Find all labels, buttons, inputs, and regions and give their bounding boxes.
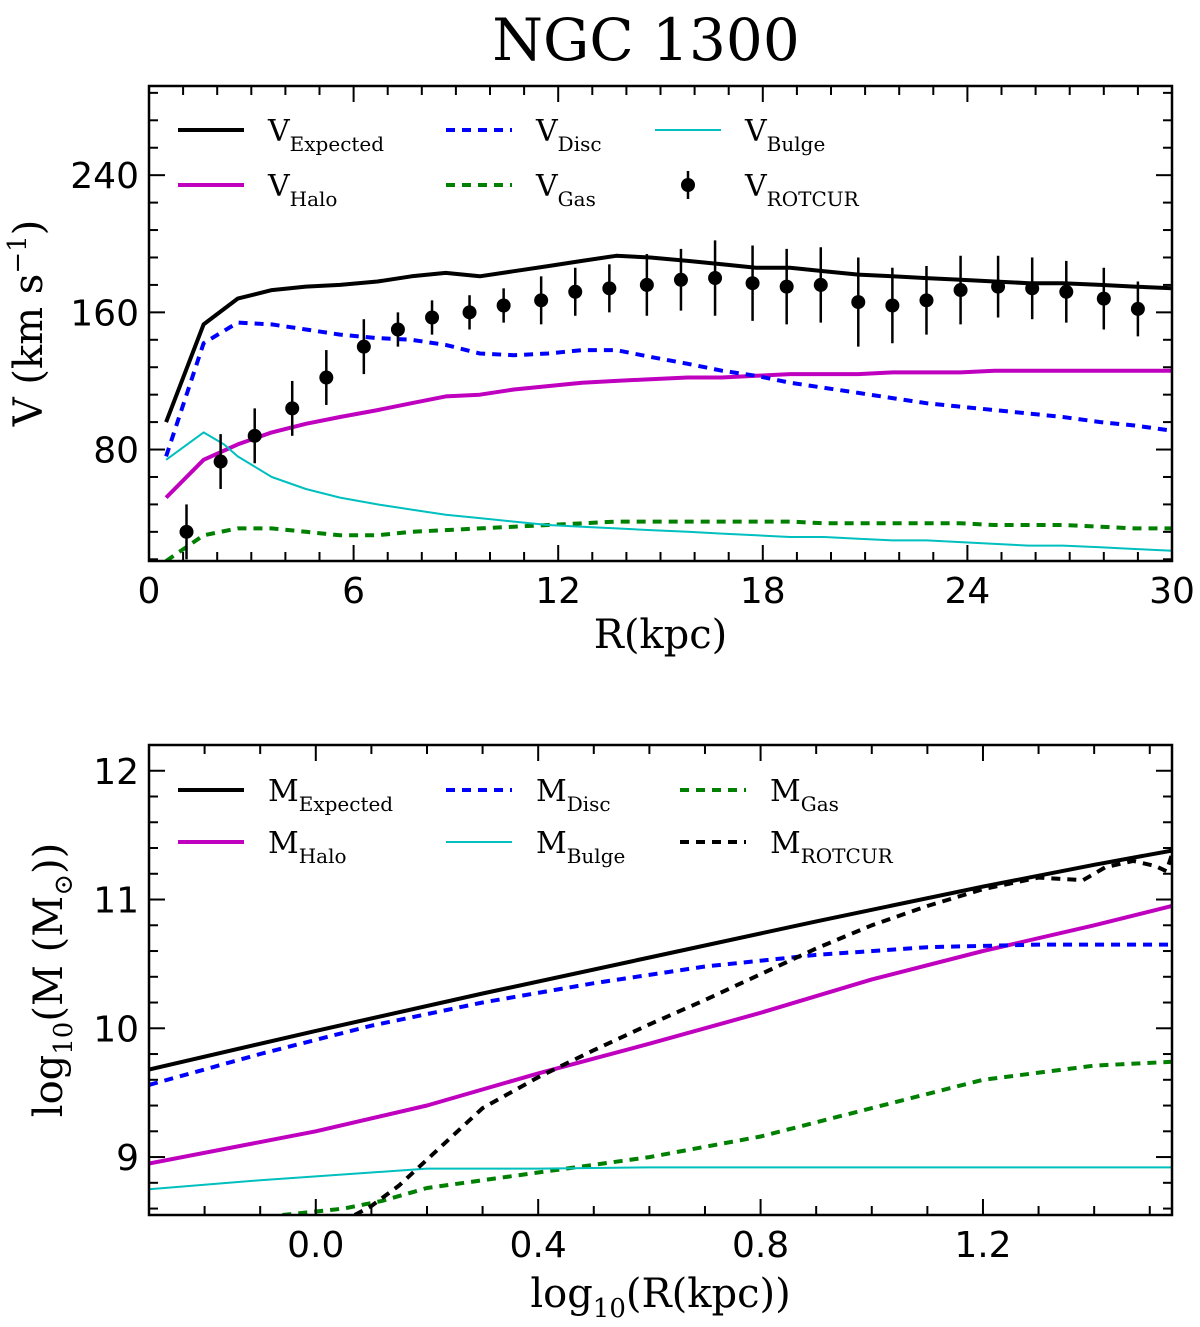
data-point bbox=[673, 272, 688, 287]
ticks bbox=[148, 744, 1172, 1215]
series-v-halo bbox=[164, 368, 1172, 500]
data-point bbox=[813, 277, 828, 292]
data-point bbox=[602, 281, 617, 296]
plot-area bbox=[164, 240, 1172, 561]
legend-label-m-bulge: MBulge bbox=[536, 826, 625, 868]
series-m-halo bbox=[149, 904, 1172, 1166]
x-tick-label: 1.2 bbox=[954, 1225, 1011, 1266]
legend-label-m-gas: MGas bbox=[770, 774, 839, 816]
ticks bbox=[148, 86, 1173, 561]
data-point bbox=[1025, 281, 1040, 296]
y-axis-label: V (km s−1) bbox=[3, 220, 52, 428]
axes-frame bbox=[147, 84, 1174, 563]
data-point bbox=[319, 370, 334, 385]
series-m-expected bbox=[149, 848, 1172, 1072]
x-tick-label: 0.4 bbox=[510, 1225, 567, 1266]
data-point bbox=[885, 298, 900, 313]
x-tick-label: 0.8 bbox=[732, 1225, 789, 1266]
legend-label-v-bulge: VBulge bbox=[744, 114, 825, 156]
data-point bbox=[213, 454, 228, 469]
y-axis-label: log10(M (M⊙)) bbox=[26, 843, 79, 1117]
legend-label-m-disc: MDisc bbox=[536, 774, 611, 816]
x-tick-label: 12 bbox=[535, 571, 581, 612]
figure-title: NGC 1300 bbox=[492, 6, 800, 74]
series-m-gas bbox=[282, 1059, 1172, 1215]
data-point bbox=[745, 276, 760, 291]
legend: MExpected MDisc MGas MHalo MBulge MROTCUR bbox=[178, 774, 894, 868]
data-point bbox=[247, 428, 262, 443]
x-tick-label: 18 bbox=[740, 571, 786, 612]
data-point bbox=[1059, 284, 1074, 299]
data-point bbox=[390, 322, 405, 337]
data-point bbox=[534, 293, 549, 308]
x-tick-label: 0.0 bbox=[287, 1225, 344, 1266]
plot-area bbox=[149, 848, 1172, 1215]
legend-label-v-halo: VHalo bbox=[267, 169, 337, 211]
y-tick-label: 11 bbox=[93, 881, 139, 922]
legend-label-v-expected: VExpected bbox=[267, 114, 384, 156]
y-tick-label: 12 bbox=[93, 752, 139, 793]
data-point bbox=[462, 305, 477, 320]
data-point bbox=[953, 283, 968, 298]
data-point bbox=[991, 279, 1006, 294]
series-v-gas bbox=[164, 519, 1172, 561]
data-point bbox=[425, 310, 440, 325]
data-point bbox=[179, 524, 194, 539]
y-tick-label: 240 bbox=[70, 156, 139, 197]
data-point bbox=[851, 295, 866, 310]
velocity-panel: 0 6 12 18 24 30 80 160 240 R(kpc) V (km s−1) VExpec… bbox=[3, 84, 1195, 658]
legend-swatch-v-rotcur bbox=[681, 178, 695, 192]
legend-label-v-disc: VDisc bbox=[535, 114, 602, 156]
data-point bbox=[568, 284, 583, 299]
legend-label-m-halo: MHalo bbox=[268, 826, 347, 868]
data-point bbox=[1130, 301, 1145, 316]
legend-label-m-expected: MExpected bbox=[268, 774, 393, 816]
legend: VExpected VDisc VBulge VHalo VGas VROTCUR bbox=[178, 114, 860, 211]
legend-label-v-rotcur: VROTCUR bbox=[744, 169, 860, 211]
legend-label-m-rotcur: MROTCUR bbox=[770, 826, 894, 868]
x-tick-label: 0 bbox=[138, 571, 161, 612]
x-tick-label: 24 bbox=[944, 571, 990, 612]
data-point bbox=[919, 293, 934, 308]
data-point bbox=[496, 298, 511, 313]
mass-panel: 0.0 0.4 0.8 1.2 9 10 11 12 log10(R(kpc)) log10(M … bbox=[26, 743, 1174, 1324]
x-axis-label: R(kpc) bbox=[594, 612, 728, 658]
y-tick-label: 10 bbox=[93, 1009, 139, 1050]
data-point bbox=[639, 277, 654, 292]
series-v-bulge bbox=[165, 431, 1172, 552]
data-point bbox=[779, 279, 794, 294]
series-m-bulge bbox=[149, 1166, 1172, 1191]
y-tick-label: 80 bbox=[93, 431, 139, 472]
x-tick-label: 6 bbox=[342, 571, 365, 612]
series-v-expected bbox=[164, 253, 1172, 423]
legend-label-v-gas: VGas bbox=[535, 169, 596, 211]
series-m-rotcur bbox=[353, 853, 1172, 1215]
x-axis-label: log10(R(kpc)) bbox=[530, 1271, 790, 1324]
data-point bbox=[285, 401, 300, 416]
series-m-disc bbox=[149, 942, 1172, 1087]
data-point bbox=[356, 339, 371, 354]
data-point bbox=[1096, 291, 1111, 306]
series-v-disc bbox=[164, 320, 1172, 458]
axes-frame bbox=[147, 743, 1174, 1217]
x-tick-label: 30 bbox=[1149, 571, 1195, 612]
y-tick-label: 160 bbox=[70, 293, 139, 334]
data-point bbox=[708, 271, 723, 286]
y-tick-label: 9 bbox=[116, 1138, 139, 1179]
